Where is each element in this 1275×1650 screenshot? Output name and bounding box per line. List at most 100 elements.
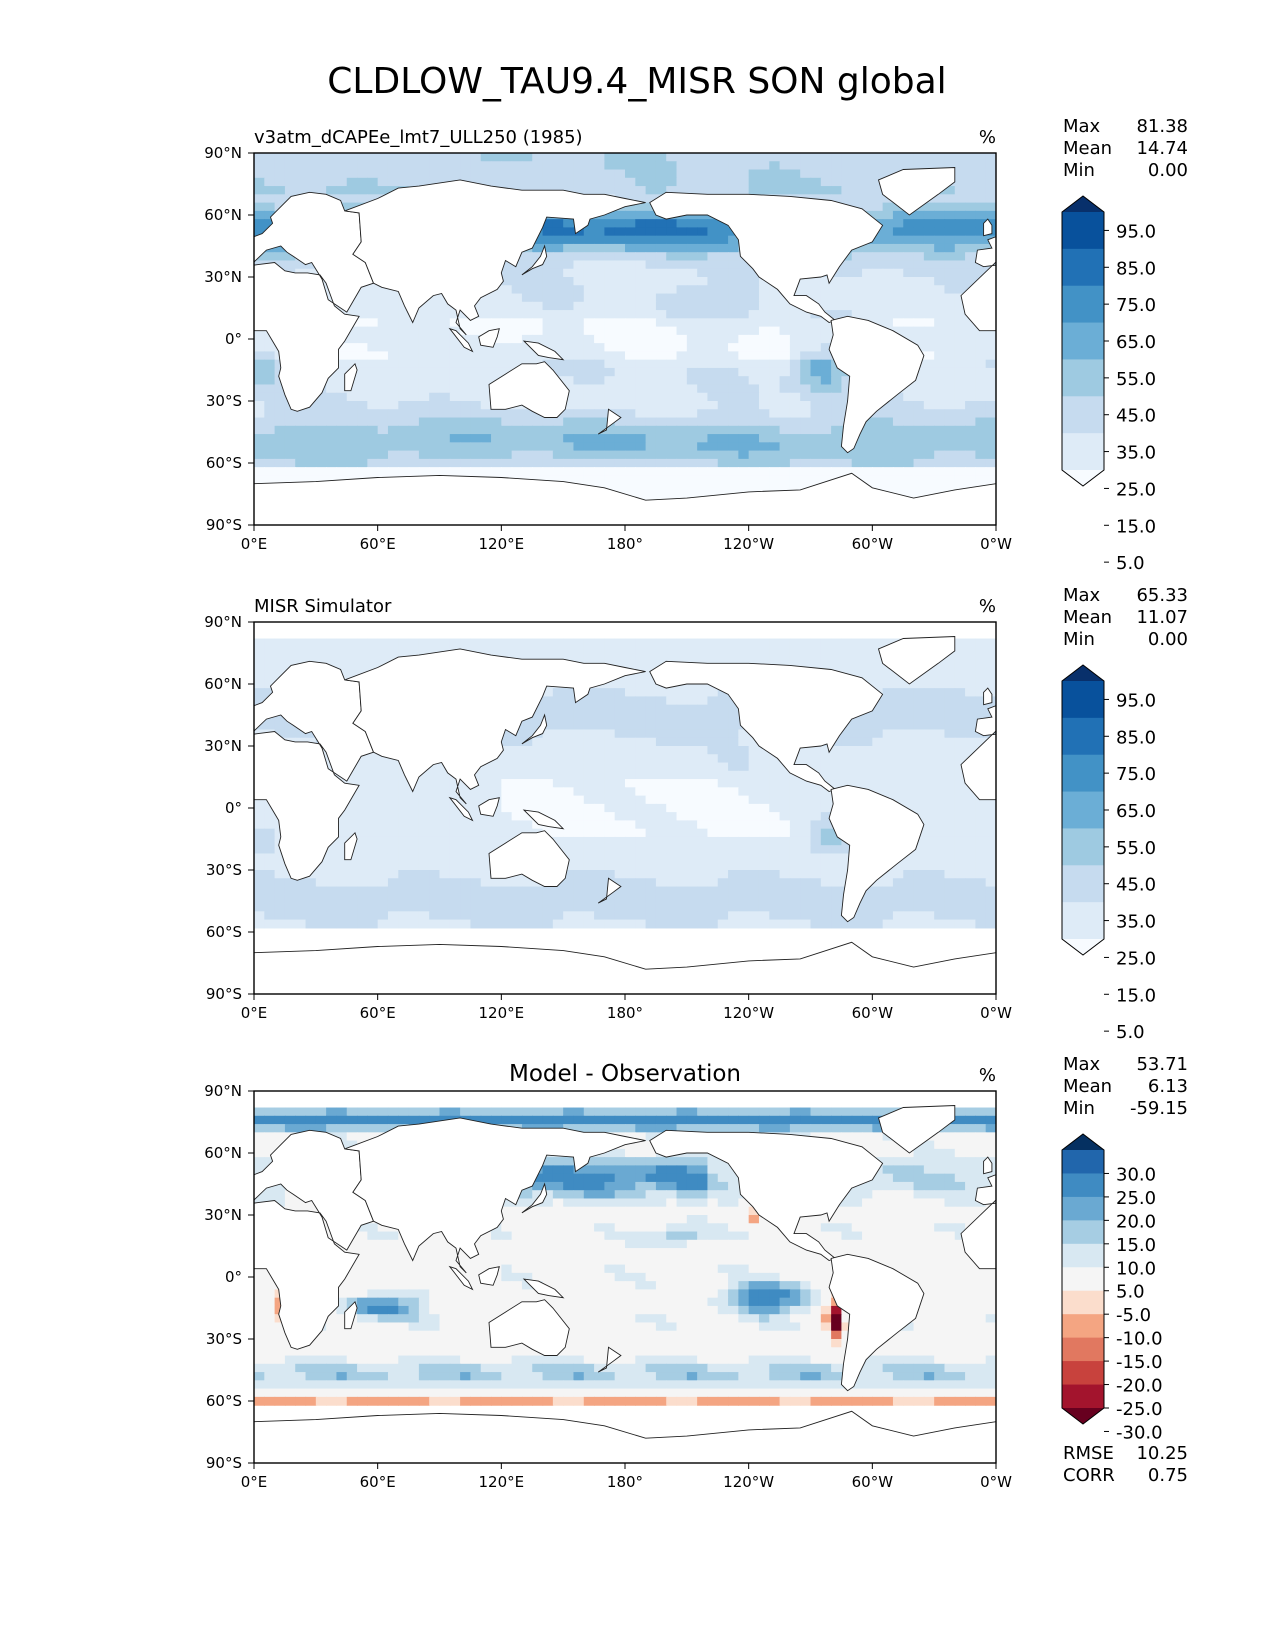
field-cell: [563, 252, 575, 262]
field-cell: [923, 326, 935, 336]
field-cell: [377, 795, 389, 805]
field-cell: [738, 409, 750, 419]
field-cell: [985, 186, 996, 195]
field-cell: [521, 729, 533, 739]
field-cell: [800, 177, 812, 187]
field-cell: [625, 252, 636, 262]
field-cell: [697, 367, 709, 377]
field-cell: [594, 293, 605, 303]
field-cell: [563, 177, 575, 187]
field-cell: [491, 787, 502, 797]
field-cell: [666, 293, 678, 303]
field-cell: [470, 417, 482, 427]
field-cell: [625, 803, 636, 813]
field-cell: [965, 442, 976, 452]
field-cell: [872, 671, 884, 681]
field-cell: [748, 467, 760, 476]
field-cell: [676, 491, 688, 501]
field-cell: [820, 450, 832, 460]
field-cell: [965, 392, 976, 402]
field-cell: [274, 467, 286, 476]
field-cell: [480, 177, 492, 187]
field-cell: [635, 754, 647, 764]
field-cell: [604, 434, 616, 443]
field-cell: [800, 754, 812, 764]
field-cell: [491, 467, 502, 476]
field-cell: [882, 401, 894, 410]
field-cell: [697, 655, 709, 664]
field-cell: [284, 161, 296, 171]
field-cell: [470, 318, 482, 328]
field-cell: [676, 442, 688, 452]
field-cell: [305, 442, 317, 452]
field-cell: [387, 169, 399, 179]
field-cell: [264, 442, 276, 452]
field-cell: [934, 762, 946, 772]
field-cell: [532, 795, 544, 805]
field-cell: [748, 161, 760, 171]
field-cell: [831, 409, 843, 419]
field-cell: [903, 243, 915, 253]
x-tick-label: 180°: [607, 535, 643, 553]
field-cell: [800, 425, 812, 435]
field-cell: [717, 243, 729, 253]
field-cell: [583, 737, 595, 747]
field-cell: [552, 425, 564, 435]
field-cell: [418, 392, 430, 402]
field-cell: [460, 425, 472, 435]
field-cell: [614, 334, 626, 344]
field-cell: [408, 343, 420, 352]
field-cell: [284, 425, 296, 435]
field-cell: [552, 475, 564, 485]
field-cell: [635, 235, 647, 245]
field-cell: [408, 169, 420, 179]
field-cell: [563, 359, 575, 369]
field-cell: [625, 227, 636, 237]
field-cell: [470, 153, 482, 162]
field-cell: [769, 770, 781, 780]
field-cell: [563, 301, 575, 311]
field-cell: [583, 754, 595, 764]
field-cell: [377, 326, 389, 336]
field-cell: [944, 202, 956, 212]
field-cell: [573, 638, 585, 648]
field-cell: [357, 177, 368, 187]
field-cell: [625, 638, 636, 648]
field-cell: [460, 376, 472, 386]
field-cell: [655, 359, 667, 369]
field-cell: [346, 186, 358, 195]
field-cell: [944, 293, 956, 303]
field-cell: [583, 434, 595, 443]
field-cell: [903, 384, 915, 394]
field-cell: [954, 729, 966, 739]
field-cell: [614, 343, 626, 352]
field-cell: [872, 787, 884, 797]
field-cell: [954, 467, 966, 476]
field-cell: [532, 704, 544, 714]
field-cell: [625, 679, 636, 689]
field-cell: [923, 401, 935, 410]
field-cell: [748, 475, 760, 485]
field-cell: [254, 663, 265, 673]
field-cell: [346, 820, 358, 830]
field-cell: [295, 638, 307, 648]
field-cell: [944, 301, 956, 311]
field-cell: [511, 803, 523, 813]
field-cell: [594, 434, 605, 443]
field-cell: [274, 434, 286, 443]
field-cell: [810, 467, 822, 476]
field-cell: [408, 646, 420, 656]
field-cell: [357, 770, 368, 780]
field-cell: [521, 458, 533, 468]
field-cell: [645, 334, 657, 344]
field-cell: [686, 318, 698, 328]
field-cell: [851, 293, 863, 303]
field-cell: [521, 779, 533, 788]
field-cell: [892, 467, 904, 476]
field-cell: [532, 646, 544, 656]
field-cell: [913, 376, 925, 386]
field-cell: [604, 392, 616, 402]
field-cell: [635, 219, 647, 228]
field-cell: [985, 450, 996, 460]
field-cell: [779, 638, 791, 648]
